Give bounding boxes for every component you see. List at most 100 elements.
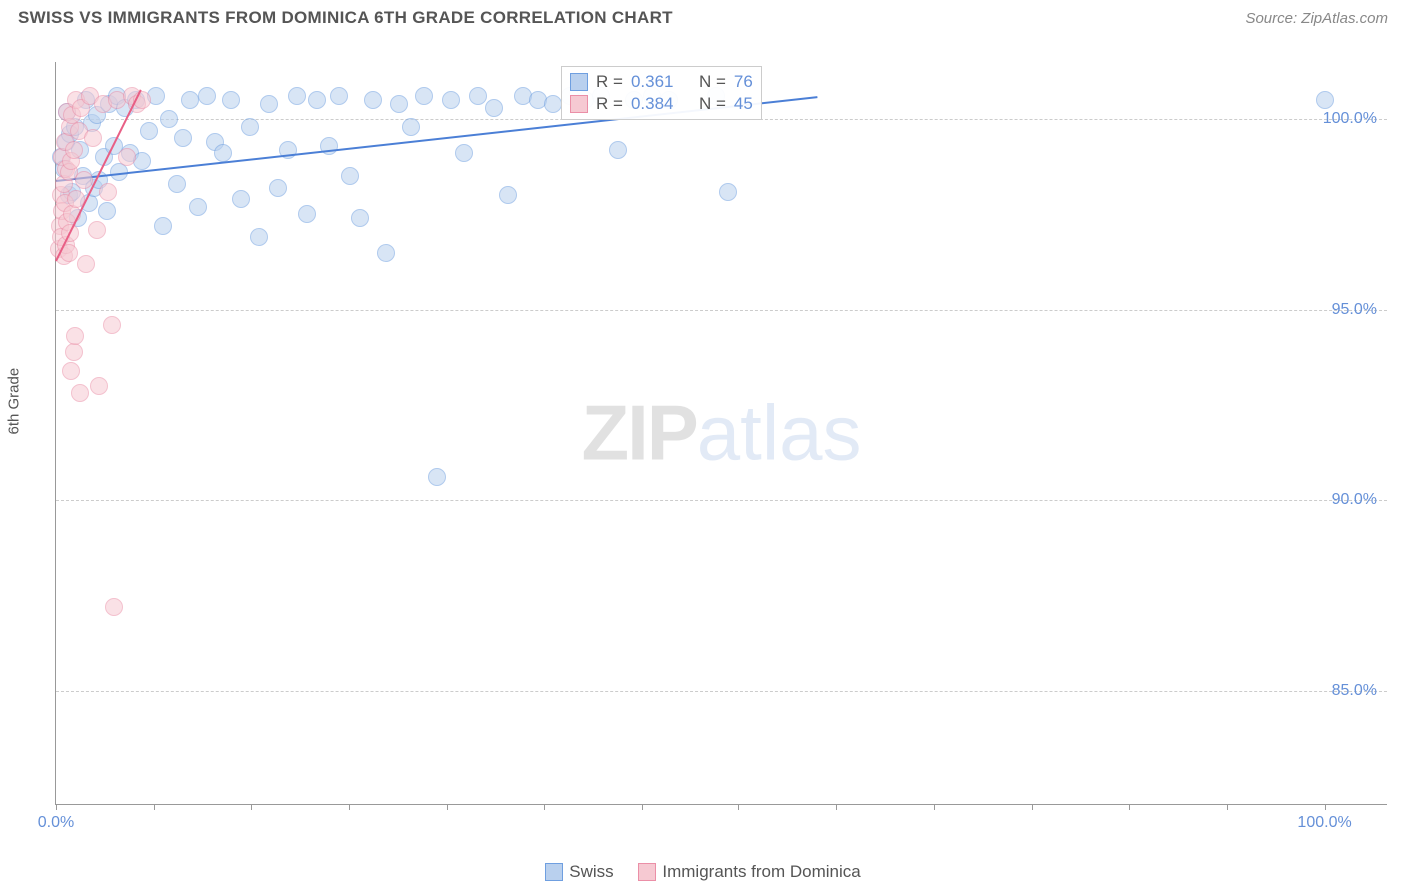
ytick-label: 85.0% xyxy=(1297,682,1377,700)
data-point xyxy=(75,171,93,189)
data-point xyxy=(154,217,172,235)
legend-label-dominica: Immigrants from Dominica xyxy=(662,862,860,882)
data-point xyxy=(330,87,348,105)
data-point xyxy=(364,91,382,109)
stats-r-label: R = xyxy=(596,94,623,114)
stats-n-label: N = xyxy=(699,72,726,92)
data-point xyxy=(181,91,199,109)
ytick-label: 90.0% xyxy=(1297,491,1377,509)
data-point xyxy=(377,244,395,262)
xtick-mark xyxy=(1325,804,1326,810)
data-point xyxy=(428,468,446,486)
data-point xyxy=(189,198,207,216)
xtick-mark xyxy=(56,804,57,810)
xtick-label: 0.0% xyxy=(38,814,74,832)
xtick-mark xyxy=(447,804,448,810)
data-point xyxy=(298,205,316,223)
stats-r-label: R = xyxy=(596,72,623,92)
data-point xyxy=(222,91,240,109)
watermark-atlas: atlas xyxy=(697,389,862,477)
stats-swatch xyxy=(570,73,588,91)
xtick-mark xyxy=(1129,804,1130,810)
data-point xyxy=(168,175,186,193)
data-point xyxy=(455,144,473,162)
data-point xyxy=(415,87,433,105)
data-point xyxy=(98,202,116,220)
data-point xyxy=(544,95,562,113)
xtick-mark xyxy=(1227,804,1228,810)
data-point xyxy=(99,183,117,201)
chart-title: SWISS VS IMMIGRANTS FROM DOMINICA 6TH GR… xyxy=(18,8,673,28)
data-point xyxy=(88,221,106,239)
legend-swatch-dominica xyxy=(638,863,656,881)
data-point xyxy=(198,87,216,105)
xtick-mark xyxy=(154,804,155,810)
stats-r-value: 0.361 xyxy=(631,72,674,92)
data-point xyxy=(288,87,306,105)
legend-label-swiss: Swiss xyxy=(569,862,613,882)
data-point xyxy=(65,141,83,159)
data-point xyxy=(260,95,278,113)
data-point xyxy=(90,377,108,395)
data-point xyxy=(103,316,121,334)
data-point xyxy=(719,183,737,201)
data-point xyxy=(485,99,503,117)
data-point xyxy=(390,95,408,113)
xtick-mark xyxy=(544,804,545,810)
stats-n-label: N = xyxy=(699,94,726,114)
data-point xyxy=(160,110,178,128)
gridline-h xyxy=(56,310,1387,311)
data-point xyxy=(351,209,369,227)
data-point xyxy=(250,228,268,246)
gridline-h xyxy=(56,500,1387,501)
watermark: ZIPatlas xyxy=(581,388,861,479)
stats-swatch xyxy=(570,95,588,113)
xtick-mark xyxy=(251,804,252,810)
data-point xyxy=(609,141,627,159)
legend-item-swiss: Swiss xyxy=(545,862,613,882)
y-axis-label: 6th Grade xyxy=(6,368,23,435)
data-point xyxy=(232,190,250,208)
data-point xyxy=(442,91,460,109)
data-point xyxy=(105,598,123,616)
source-label: Source: ZipAtlas.com xyxy=(1245,10,1388,27)
xtick-label: 100.0% xyxy=(1297,814,1351,832)
data-point xyxy=(214,144,232,162)
data-point xyxy=(66,327,84,345)
data-point xyxy=(77,255,95,273)
xtick-mark xyxy=(836,804,837,810)
xtick-mark xyxy=(738,804,739,810)
legend: Swiss Immigrants from Dominica xyxy=(0,862,1406,886)
data-point xyxy=(62,362,80,380)
legend-swatch-swiss xyxy=(545,863,563,881)
data-point xyxy=(341,167,359,185)
data-point xyxy=(402,118,420,136)
data-point xyxy=(499,186,517,204)
data-point xyxy=(174,129,192,147)
data-point xyxy=(269,179,287,197)
stats-r-value: 0.384 xyxy=(631,94,674,114)
ytick-label: 100.0% xyxy=(1297,110,1377,128)
xtick-mark xyxy=(1032,804,1033,810)
scatter-plot-area: ZIPatlas 85.0%90.0%95.0%100.0%0.0%100.0%… xyxy=(55,62,1387,805)
stats-row: R = 0.361 N = 76 xyxy=(570,71,753,93)
data-point xyxy=(118,148,136,166)
xtick-mark xyxy=(349,804,350,810)
data-point xyxy=(140,122,158,140)
gridline-h xyxy=(56,691,1387,692)
data-point xyxy=(71,384,89,402)
data-point xyxy=(241,118,259,136)
legend-item-dominica: Immigrants from Dominica xyxy=(638,862,860,882)
stats-n-value: 45 xyxy=(734,94,753,114)
xtick-mark xyxy=(934,804,935,810)
xtick-mark xyxy=(642,804,643,810)
ytick-label: 95.0% xyxy=(1297,301,1377,319)
data-point xyxy=(1316,91,1334,109)
data-point xyxy=(308,91,326,109)
stats-row: R = 0.384 N = 45 xyxy=(570,93,753,115)
data-point xyxy=(133,152,151,170)
stats-box: R = 0.361 N = 76 R = 0.384 N = 45 xyxy=(561,66,762,120)
data-point xyxy=(84,129,102,147)
watermark-zip: ZIP xyxy=(581,389,696,477)
stats-n-value: 76 xyxy=(734,72,753,92)
